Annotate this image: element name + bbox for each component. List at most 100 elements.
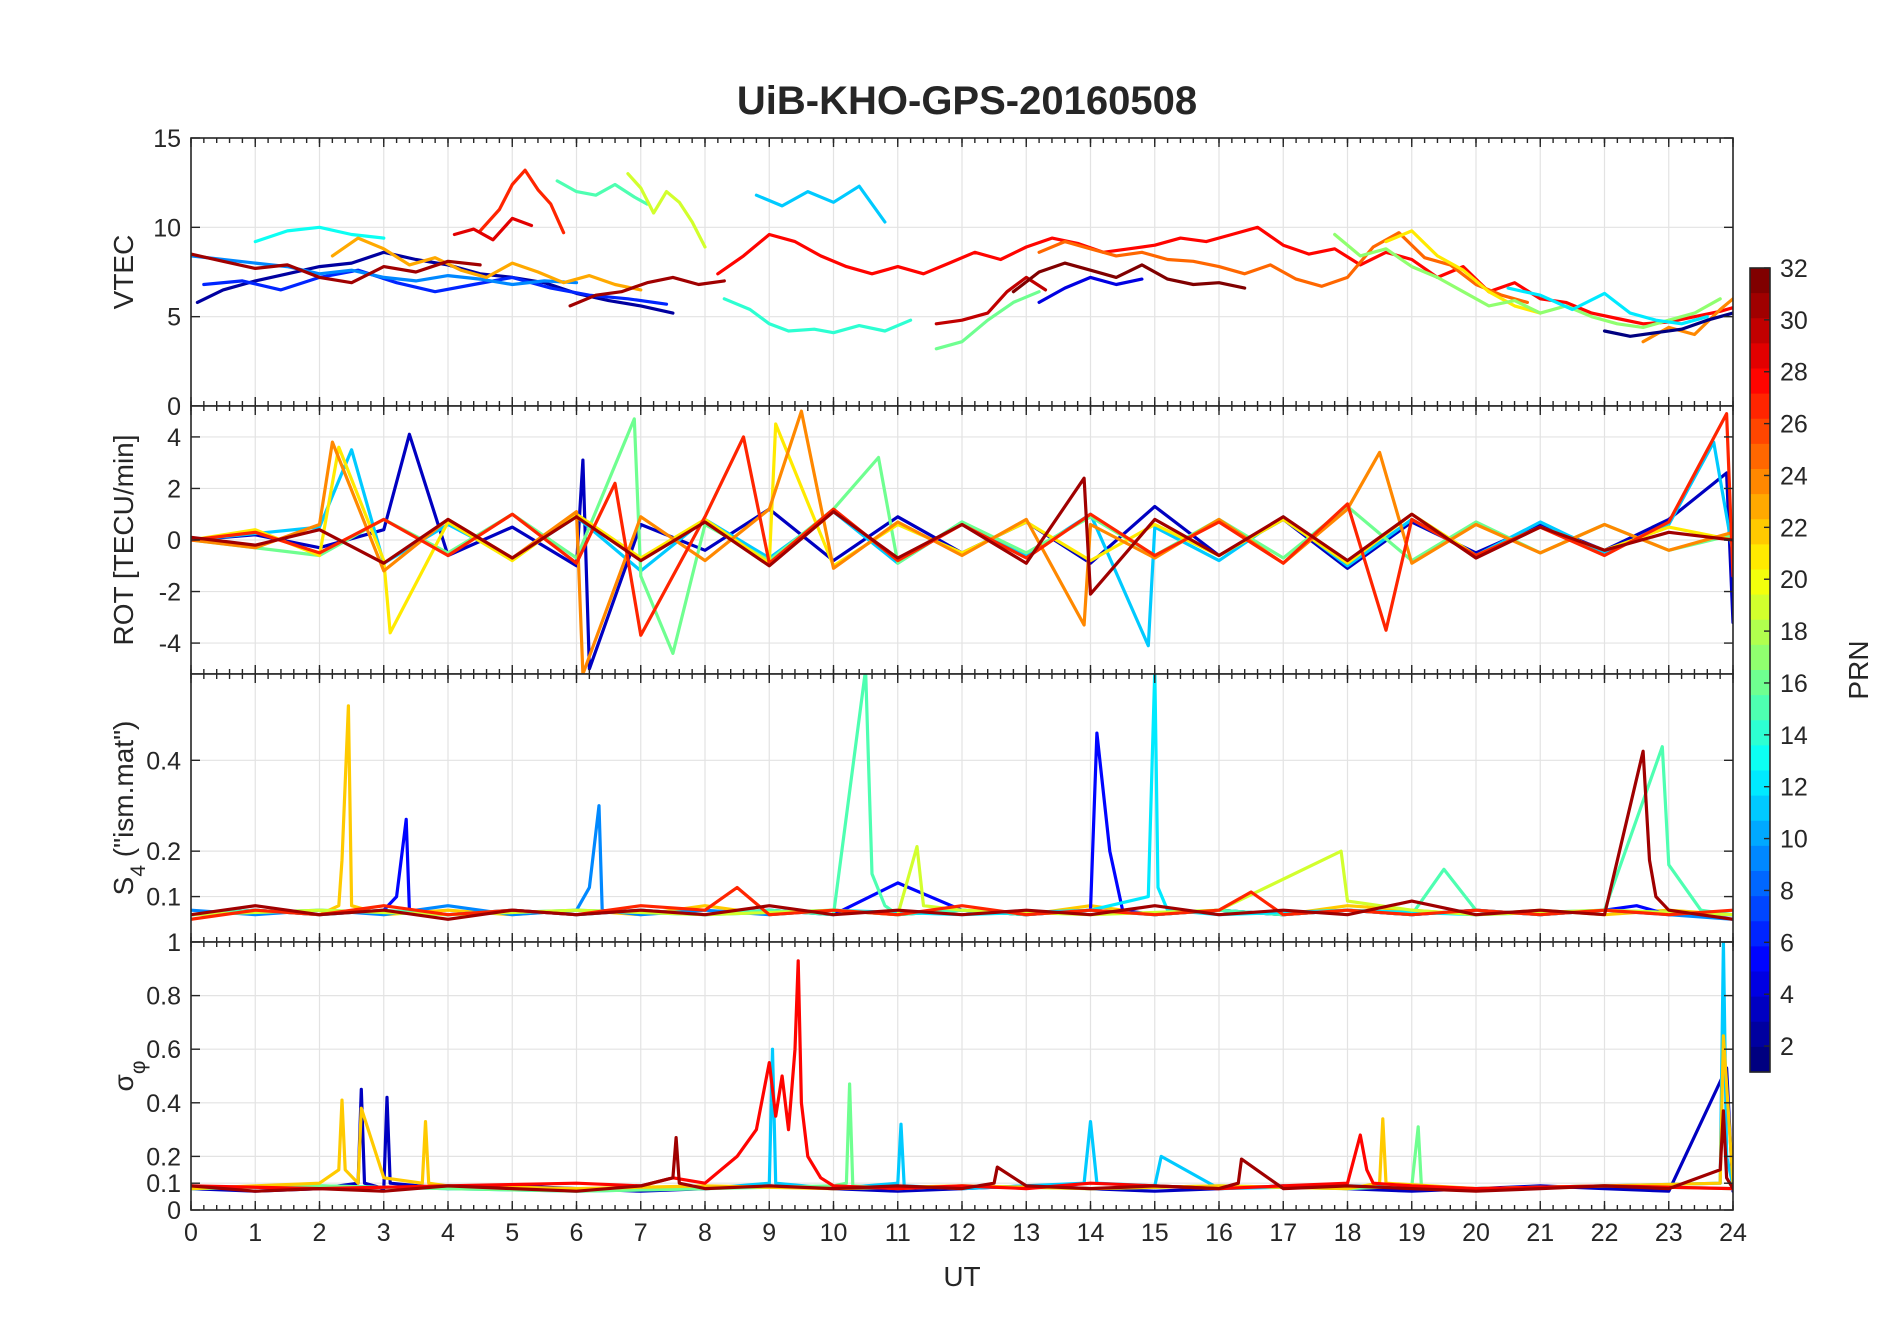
colorbar-tick-label: 32 — [1780, 255, 1808, 283]
colorbar-segment — [1750, 946, 1770, 973]
x-tick-label: 20 — [1462, 1219, 1490, 1247]
series-line-prn-31 — [568, 275, 726, 308]
colorbar-segment — [1750, 644, 1770, 671]
x-tick-label: 4 — [441, 1219, 455, 1247]
series-line-prn-17 — [1333, 232, 1722, 329]
y-tick-label: 4 — [167, 424, 181, 452]
y-tick-label: 0.8 — [146, 983, 181, 1011]
colorbar-segment — [1750, 695, 1770, 721]
colorbar-segment — [1750, 293, 1770, 319]
colorbar-tick-label: 4 — [1780, 981, 1794, 1009]
y-axis-label: ROT [TECU/min] — [108, 434, 139, 645]
series-line-prn-31 — [191, 749, 1733, 921]
colorbar-segment — [1750, 770, 1770, 797]
colorbar-segment — [1750, 443, 1770, 470]
colorbar-tick-label: 10 — [1780, 826, 1808, 854]
series-line-prn-14 — [722, 297, 913, 335]
series-line-prn-1 — [1602, 311, 1733, 338]
colorbar-segment — [1750, 544, 1770, 571]
series-group — [191, 674, 1733, 921]
x-tick-label: 17 — [1269, 1219, 1297, 1247]
colorbar-segment — [1750, 1021, 1770, 1048]
y-tick-label: 0.4 — [146, 747, 181, 775]
colorbar-segment — [1750, 594, 1770, 621]
colorbar-tick-label: 6 — [1780, 929, 1794, 957]
colorbar-tick-label: 2 — [1780, 1033, 1794, 1061]
colorbar-segment — [1750, 795, 1770, 822]
colorbar-frame — [1749, 267, 1771, 1073]
x-tick-label: 7 — [634, 1219, 648, 1247]
y-tick-label: 0.1 — [146, 884, 181, 912]
series-group — [191, 409, 1733, 674]
panel-vtec: 0 5 10 15 VTEC — [108, 125, 1734, 421]
series-line-prn-12 — [1506, 286, 1709, 326]
series-line-prn-29 — [452, 216, 534, 242]
x-tick-label: 13 — [1012, 1219, 1040, 1247]
colorbar-segment — [1750, 393, 1770, 420]
panel-s4: 0.1 0.2 0.4S4 ("ism.mat") — [108, 673, 1734, 943]
y-tick-label: 2 — [167, 475, 181, 503]
y-axis-label: σφ — [108, 1061, 150, 1092]
colorbar-segment — [1750, 921, 1770, 947]
colorbar-segment — [1750, 268, 1770, 294]
x-tick-label: 23 — [1655, 1219, 1683, 1247]
x-tick-label: 10 — [820, 1219, 848, 1247]
x-tick-label: 14 — [1077, 1219, 1105, 1247]
y-tick-label: 10 — [153, 214, 181, 242]
series-group — [191, 168, 1733, 351]
x-tick-label: 22 — [1591, 1219, 1619, 1247]
y-tick-label: 0.2 — [146, 1143, 181, 1171]
colorbar-tick-label: 30 — [1780, 307, 1808, 335]
colorbar-segment — [1750, 670, 1770, 696]
x-axis: 0 1 2 3 4 5 6 7 8 9 10 11 12 13 14 15 16 17 18 19 20 21 22 23 24… — [184, 1219, 1747, 1292]
y-tick-label: 0.2 — [146, 838, 181, 866]
x-tick-label: 0 — [184, 1219, 198, 1247]
y-tick-label: -4 — [159, 630, 181, 658]
y-tick-label: -2 — [159, 579, 181, 607]
colorbar-tick-label: 12 — [1780, 774, 1808, 802]
panel-sigma_phi: 00.10.2 0.4 0.6 0.8 1 σφ — [108, 929, 1734, 1225]
y-tick-label: 5 — [167, 304, 181, 332]
series-line-prn-19 — [626, 172, 707, 249]
y-tick-label: 1 — [167, 929, 181, 957]
colorbar-tick-label: 8 — [1780, 877, 1794, 905]
series-line-prn-31 — [191, 476, 1733, 596]
y-tick-label: 0.6 — [146, 1036, 181, 1064]
series-line-prn-6 — [202, 268, 669, 306]
series-line-prn-23 — [330, 236, 643, 292]
y-axis-label: S4 ("ism.mat") — [108, 721, 150, 896]
x-axis-label: UT — [943, 1261, 980, 1292]
x-tick-label: 2 — [313, 1219, 327, 1247]
panel-rot: -4 -2 0 2 4 ROT [TECU/min] — [108, 405, 1734, 675]
series-line-prn-32 — [1011, 261, 1247, 294]
y-tick-label: 0.4 — [146, 1090, 181, 1118]
series-group — [191, 942, 1733, 1193]
colorbar-segment — [1750, 1046, 1770, 1073]
series-line-prn-27 — [478, 168, 566, 235]
colorbar-tick-label: 14 — [1780, 722, 1808, 750]
colorbar-tick-label: 26 — [1780, 411, 1808, 439]
y-tick-label: 15 — [153, 125, 181, 153]
colorbar-tick-label: 18 — [1780, 618, 1808, 646]
series-line-prn-16 — [934, 290, 1041, 351]
colorbar-segment — [1750, 343, 1770, 370]
colorbar-segment — [1750, 896, 1770, 922]
colorbar-segment — [1750, 971, 1770, 998]
colorbar-tick-label: 22 — [1780, 514, 1808, 542]
colorbar-segment — [1750, 745, 1770, 772]
series-line-prn-11 — [754, 184, 887, 224]
x-tick-label: 21 — [1526, 1219, 1554, 1247]
colorbar-segment — [1750, 619, 1770, 646]
colorbar-segment — [1750, 996, 1770, 1023]
colorbar-segment — [1750, 368, 1770, 395]
colorbar-tick-label: 16 — [1780, 670, 1808, 698]
x-tick-label: 24 — [1719, 1219, 1747, 1247]
figure-title: UiB-KHO-GPS-20160508 — [737, 79, 1197, 123]
series-line-prn-15 — [555, 179, 649, 206]
colorbar-tick-label: 20 — [1780, 566, 1808, 594]
colorbar-segment — [1750, 318, 1770, 344]
colorbar-segment — [1750, 494, 1770, 520]
